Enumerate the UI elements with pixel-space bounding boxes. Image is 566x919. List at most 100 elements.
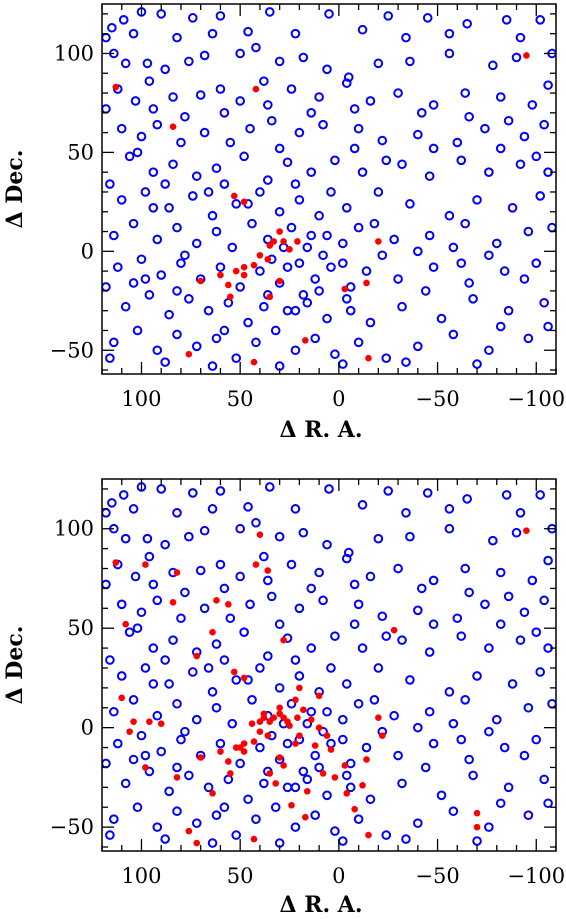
- data-point-open: [286, 222, 297, 233]
- data-point-open: [383, 486, 394, 496]
- data-point-open: [480, 599, 490, 610]
- data-point-open: [207, 838, 218, 848]
- data-point-open: [207, 687, 218, 697]
- data-point-open: [397, 301, 407, 312]
- data-point-open: [401, 508, 411, 518]
- data-point-filled: [209, 790, 216, 797]
- x-axis-label: Δ R. A.: [279, 417, 362, 443]
- data-point-open: [120, 533, 131, 544]
- data-point-open: [484, 167, 494, 177]
- data-point-open: [322, 230, 332, 241]
- data-point-open: [401, 32, 411, 43]
- data-point-open: [503, 115, 514, 126]
- data-point-open: [393, 274, 403, 284]
- data-point-open: [219, 179, 230, 189]
- data-point-open: [105, 353, 115, 363]
- data-point-filled: [292, 696, 299, 704]
- data-point-filled: [173, 774, 181, 781]
- data-point-open: [357, 643, 368, 653]
- plot-frame: [101, 3, 557, 375]
- data-point-filled: [227, 293, 234, 301]
- data-point-filled: [302, 337, 309, 344]
- data-point-open: [511, 52, 522, 63]
- data-point-open: [422, 13, 433, 23]
- data-point-open: [263, 575, 273, 586]
- data-point-open: [298, 766, 309, 777]
- data-point-open: [547, 222, 556, 233]
- data-point-open: [527, 575, 538, 586]
- data-point-open: [464, 111, 474, 122]
- data-point-open: [195, 565, 206, 576]
- data-point-open: [539, 119, 549, 130]
- data-point-open: [168, 92, 178, 102]
- data-point-filled: [280, 636, 287, 644]
- data-point-open: [235, 96, 245, 106]
- data-point-open: [251, 814, 261, 824]
- data-point-filled: [142, 764, 149, 771]
- data-point-filled: [256, 251, 264, 259]
- data-point-open: [215, 559, 226, 570]
- data-point-open: [349, 143, 360, 154]
- data-point-open: [148, 202, 159, 213]
- data-point-filled: [252, 561, 260, 568]
- chart-panel-bottom: 100 50 0 −50 −100 −50 0 50 100 Δ R. A. Δ Dec.: [2, 478, 565, 918]
- data-point-filled: [232, 267, 240, 275]
- data-point-filled: [217, 271, 224, 279]
- data-point-filled: [193, 839, 201, 847]
- data-point-open: [330, 155, 340, 166]
- data-point-open: [207, 28, 218, 39]
- data-point-filled: [363, 756, 370, 763]
- data-point-open: [266, 115, 277, 126]
- data-point-open: [251, 517, 261, 528]
- data-point-open: [215, 486, 226, 496]
- data-point-filled: [197, 277, 204, 285]
- data-point-open: [231, 199, 242, 209]
- data-point-open: [156, 746, 167, 757]
- data-point-open: [422, 488, 433, 498]
- data-point-open: [365, 794, 376, 805]
- data-point-open: [420, 762, 431, 773]
- data-point-open: [460, 218, 471, 229]
- data-point-filled: [126, 728, 133, 735]
- data-point-filled: [240, 674, 248, 682]
- data-point-open: [507, 202, 518, 213]
- data-point-open: [361, 742, 372, 753]
- data-point-open: [105, 830, 115, 840]
- data-point-open: [314, 567, 324, 578]
- data-point-open: [188, 13, 198, 23]
- data-point-open: [136, 607, 147, 618]
- data-point-open: [341, 202, 352, 213]
- data-point-open: [460, 695, 471, 705]
- data-point-open: [330, 826, 340, 836]
- data-point-open: [527, 100, 538, 110]
- data-point-filled: [307, 716, 315, 724]
- data-point-open: [515, 635, 526, 645]
- data-point-open: [444, 28, 455, 39]
- data-point-open: [491, 238, 502, 249]
- data-point-filled: [288, 801, 295, 809]
- data-point-open: [306, 167, 317, 177]
- data-point-open: [211, 702, 222, 713]
- data-point-open: [535, 15, 546, 25]
- data-point-open: [389, 710, 399, 721]
- data-point-open: [132, 147, 143, 158]
- data-point-open: [140, 274, 151, 284]
- data-point-filled: [240, 263, 248, 271]
- data-point-open: [118, 15, 129, 25]
- data-point-filled: [378, 732, 386, 739]
- data-point-open: [495, 798, 506, 809]
- data-point-filled: [197, 754, 204, 761]
- data-point-open: [263, 175, 273, 185]
- data-point-open: [116, 123, 127, 134]
- data-point-open: [515, 32, 526, 43]
- data-point-open: [381, 830, 392, 840]
- data-point-filled: [343, 790, 351, 797]
- data-point-open: [294, 127, 305, 138]
- data-point-open: [176, 137, 186, 148]
- data-point-open: [148, 579, 159, 590]
- data-point-open: [245, 599, 255, 610]
- data-point-open: [341, 78, 352, 88]
- data-point-open: [345, 305, 356, 316]
- data-point-open: [180, 726, 190, 737]
- data-point-open: [448, 242, 459, 253]
